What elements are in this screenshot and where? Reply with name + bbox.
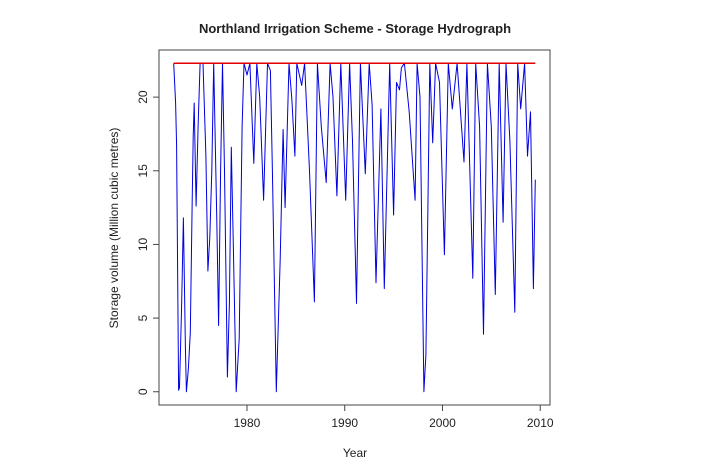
x-axis: 1980 1990 2000 2010 bbox=[234, 405, 554, 430]
y-tick-label: 0 bbox=[136, 388, 150, 395]
storage-series-line bbox=[173, 62, 536, 393]
plot-area-frame bbox=[158, 49, 551, 406]
x-tick-label: 2000 bbox=[429, 416, 456, 430]
x-tick-label: 2010 bbox=[527, 416, 554, 430]
x-axis-label: Year bbox=[343, 446, 367, 460]
x-tick-label: 1990 bbox=[331, 416, 358, 430]
chart-title: Northland Irrigation Scheme - Storage Hy… bbox=[199, 21, 511, 36]
y-tick-label: 5 bbox=[136, 314, 150, 321]
plot-marks bbox=[173, 62, 536, 393]
y-tick-label: 15 bbox=[136, 164, 150, 178]
y-tick-label: 20 bbox=[136, 90, 150, 104]
y-axis-label: Storage volume (Million cubic metres) bbox=[107, 128, 121, 329]
y-tick-label: 10 bbox=[136, 237, 150, 251]
y-axis: 0 5 10 15 20 bbox=[136, 90, 159, 395]
x-tick-label: 1980 bbox=[234, 416, 261, 430]
